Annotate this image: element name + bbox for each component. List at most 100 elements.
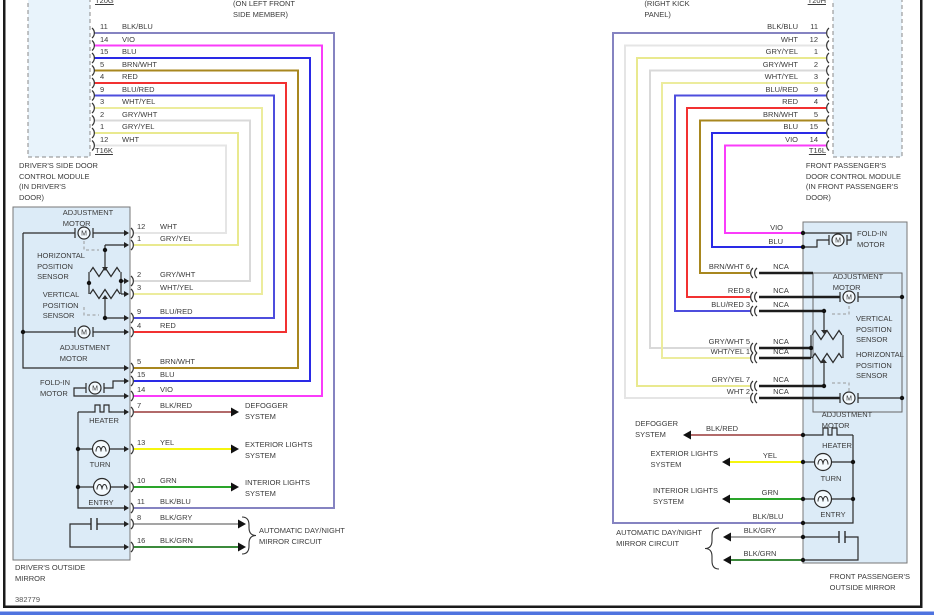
pin-bracket-passenger-inline-pins-b: [754, 380, 758, 392]
pin-bracket-t20g-pins: [91, 115, 95, 126]
circuit-line-11: [104, 380, 128, 389]
passenger-adjustment-subbox: [812, 272, 903, 413]
pin-bracket-t20g-pins: [91, 77, 95, 89]
junction-dot: [899, 294, 905, 300]
mechanical-link: [830, 306, 850, 315]
wire-left-wht: [94, 144, 227, 234]
motor-icon: [88, 381, 102, 395]
brace-left-daynight: [241, 516, 257, 555]
heater-icon: [820, 427, 840, 436]
pin-bracket-passenger-inline-pins-a: [750, 267, 754, 279]
circuit-line-36: [803, 536, 859, 561]
pin-arrow-icon: [124, 521, 129, 527]
junction-dot: [800, 432, 806, 438]
pin-bracket-t20h-pins: [826, 27, 830, 39]
resistor-icon: [811, 329, 843, 341]
pin-bracket-t20g-pins: [91, 65, 95, 76]
motor-letter: M: [846, 295, 852, 302]
junction-dot: [800, 244, 806, 250]
pin-bracket-t20g-pins: [91, 52, 95, 64]
pin-arrow-icon: [124, 378, 129, 384]
junction-dot: [808, 345, 814, 351]
wire-right-vio: [724, 144, 826, 234]
motor-icon: [77, 226, 91, 240]
system-arrow-icon: [231, 444, 239, 454]
driver-module-box: [27, 0, 91, 158]
junction-dot: [86, 280, 92, 286]
junction-dot: [20, 329, 26, 335]
junction-dot: [75, 446, 81, 452]
mechanical-link: [830, 382, 850, 391]
wire-left-blu-red: [94, 94, 275, 319]
wire-right-blu: [711, 132, 826, 248]
system-arrow-icon: [722, 457, 730, 467]
circuit-line-30: [803, 435, 854, 524]
motor-letter: M: [835, 238, 841, 245]
pin-bracket-driver-mirror-pins: [130, 375, 134, 387]
junction-dot: [850, 496, 856, 502]
wiper-arrow-icon: [102, 295, 108, 299]
system-arrow-icon: [231, 407, 239, 417]
wire-left-blu: [94, 57, 311, 382]
passenger-module-box: [832, 0, 903, 158]
circuit-line-0: [22, 233, 128, 369]
pin-bracket-passenger-inline-pins-b: [754, 291, 758, 303]
pin-bracket-driver-mirror-pins: [130, 541, 134, 553]
driver-mirror-box: [12, 206, 131, 561]
pin-arrow-icon: [124, 315, 129, 321]
pin-arrow-icon: [124, 242, 129, 248]
wire-left-gry-wht: [94, 119, 251, 282]
wiper-arrow-icon: [821, 330, 827, 334]
system-arrow-icon: [238, 519, 246, 529]
pin-bracket-t20h-pins: [826, 65, 830, 76]
pin-bracket-passenger-inline-pins-a: [750, 380, 754, 392]
junction-dot: [102, 315, 108, 321]
wire-right-gry-yel: [636, 57, 826, 387]
lamp-filament-icon: [817, 496, 829, 502]
wire-right-blk-blu: [612, 32, 826, 524]
pin-bracket-t20g-pins: [91, 90, 95, 101]
pin-bracket-t20h-pins: [826, 127, 830, 139]
pin-arrow-icon: [124, 291, 129, 297]
system-arrow-icon: [722, 494, 730, 504]
pin-bracket-t20h-pins: [826, 140, 830, 151]
wire-right-brn-wht: [699, 119, 826, 274]
system-arrow-icon: [683, 430, 691, 440]
lamp-filament-icon: [95, 446, 107, 452]
motor-letter: M: [81, 231, 87, 238]
circuit-line-15: [77, 412, 128, 509]
motor-icon: [842, 391, 856, 405]
junction-dot: [800, 520, 806, 526]
resistor-icon: [89, 288, 121, 300]
wire-right-wht-yel: [661, 82, 826, 359]
pin-bracket-driver-mirror-pins: [130, 406, 134, 418]
pin-bracket-driver-mirror-pins: [130, 481, 134, 493]
pin-bracket-driver-mirror-pins: [130, 227, 134, 239]
pin-bracket-t20h-pins: [826, 115, 830, 126]
pin-bracket-driver-mirror-pins: [130, 275, 134, 287]
wiper-arrow-icon: [102, 267, 108, 271]
pin-arrow-icon: [124, 505, 129, 511]
pin-bracket-t20h-pins: [826, 40, 830, 51]
pin-bracket-t20h-pins: [826, 90, 830, 101]
motor-icon: [842, 290, 856, 304]
frame-strip: [0, 611, 934, 615]
junction-dot: [821, 383, 827, 389]
pin-arrow-icon: [124, 329, 129, 335]
system-arrow-icon: [231, 482, 239, 492]
pin-arrow-icon: [124, 393, 129, 399]
pin-bracket-passenger-inline-pins-a: [750, 342, 754, 354]
wire-left-brn-wht: [94, 69, 299, 369]
pin-arrow-icon: [124, 484, 129, 490]
pin-bracket-passenger-inline-pins-a: [750, 291, 754, 303]
wire-left-vio: [94, 44, 323, 397]
wire-left-wht-yel: [94, 107, 263, 295]
resistor-icon: [811, 352, 843, 364]
pin-arrow-icon: [124, 446, 129, 452]
lamp-filament-icon: [817, 459, 829, 465]
mechanical-link: [83, 307, 99, 316]
wire-right-red: [686, 107, 826, 298]
pin-bracket-t20g-pins: [91, 140, 95, 151]
